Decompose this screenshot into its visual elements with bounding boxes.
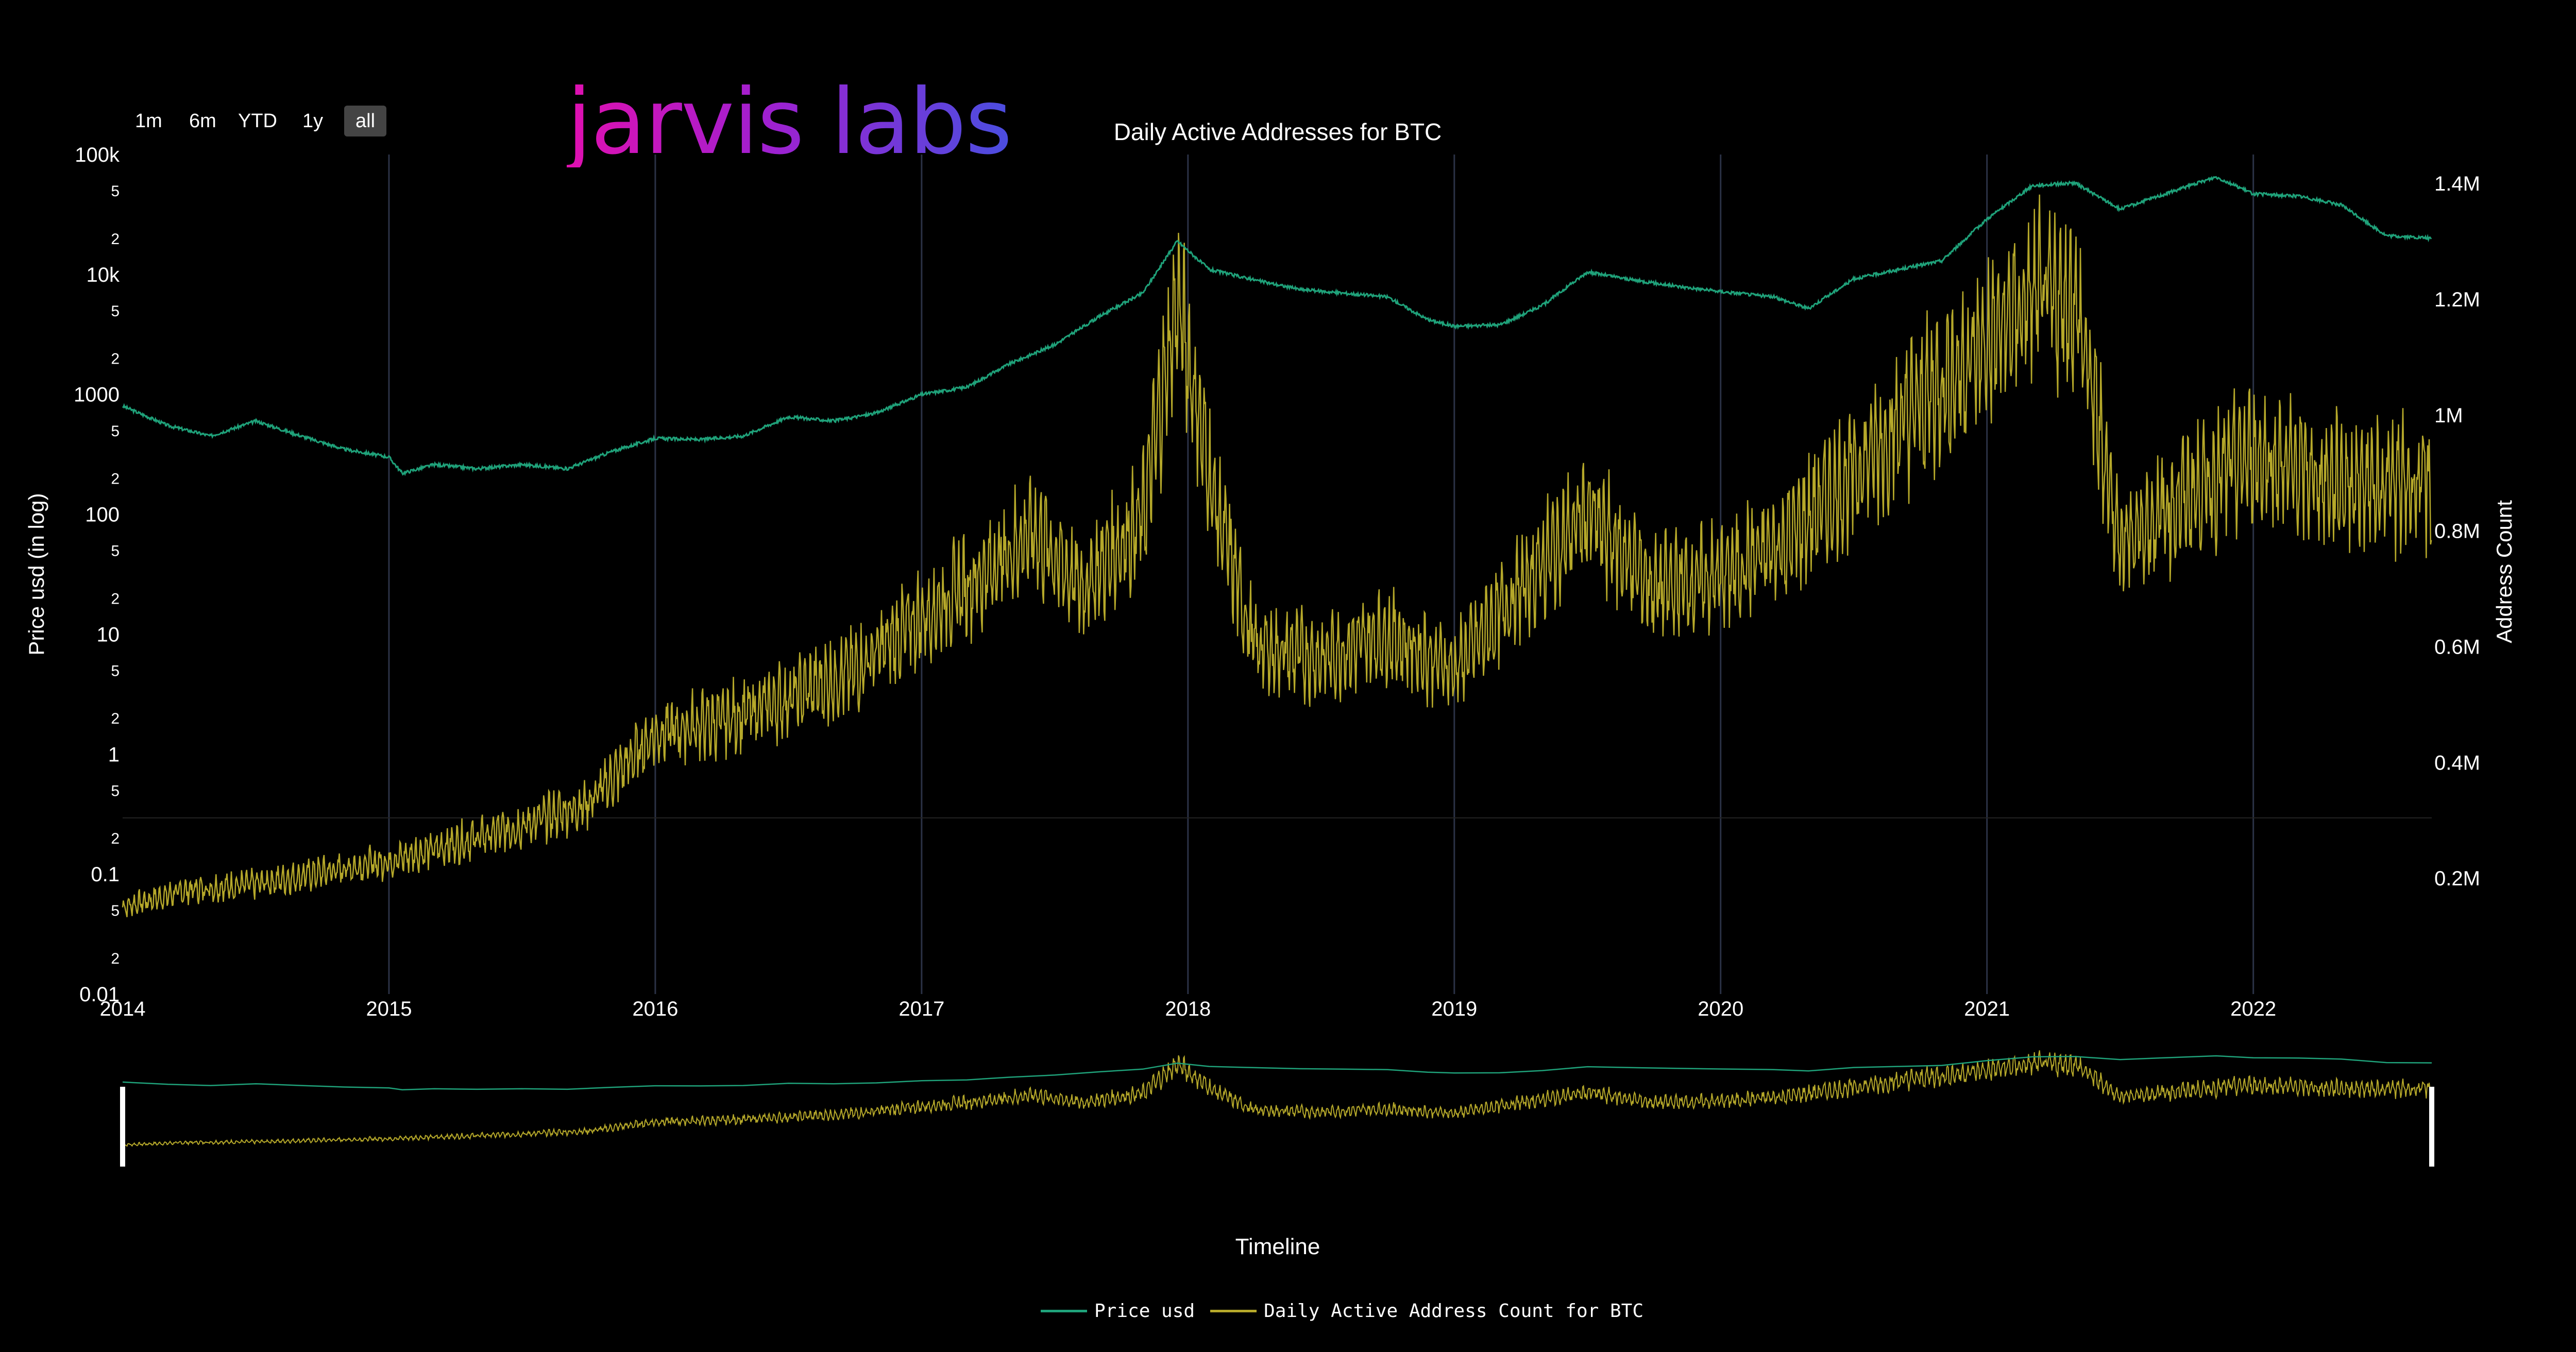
y-left-minor-tick-label: 2 (111, 830, 120, 847)
y-left-minor-tick-label: 5 (111, 782, 120, 799)
range-button-ytd[interactable]: YTD (227, 106, 289, 136)
y-left-minor-tick-label: 5 (111, 543, 120, 560)
series-line-price[interactable] (122, 176, 2432, 476)
y-right-tick-label: 0.2M (2434, 867, 2480, 890)
x-tick-label-2017: 2017 (899, 998, 944, 1020)
x-tick-label-2016: 2016 (632, 998, 678, 1020)
y-axis-left-label: Price usd (in log) (24, 493, 48, 655)
x-axis: 2014 2015 2016 2017 2018 2019 2020 2021 2022 (100, 998, 2277, 1020)
navigator-series-address (122, 1050, 2432, 1147)
range-button-all[interactable]: all (344, 106, 387, 136)
y-left-minor-tick-label: 5 (111, 183, 120, 200)
x-tick-label-2018: 2018 (1165, 998, 1211, 1020)
x-tick-label-2019: 2019 (1431, 998, 1477, 1020)
range-button-1m[interactable]: 1m (124, 106, 174, 136)
range-button-1y[interactable]: 1y (291, 106, 334, 136)
x-tick-label-2015: 2015 (366, 998, 412, 1020)
y-left-minor-tick-label: 2 (111, 351, 120, 368)
y-left-tick-label: 100k (75, 144, 120, 166)
y-left-minor-tick-label: 5 (111, 423, 120, 440)
right-axis: 0.2M 0.4M 0.6M 0.8M 1M 1.2M 1.4M (2434, 173, 2480, 890)
legend-label-address: Daily Active Address Count for BTC (1264, 1300, 1643, 1322)
legend-label-price: Price usd (1094, 1300, 1195, 1322)
range-button-6m[interactable]: 6m (178, 106, 228, 136)
y-left-minor-tick-label: 2 (111, 950, 120, 967)
y-axis-right-label: Address Count (2492, 500, 2516, 643)
legend-item-price[interactable]: Price usd (1041, 1300, 1195, 1322)
x-axis-label: Timeline (1235, 1234, 1320, 1259)
chart-title: Daily Active Addresses for BTC (1114, 118, 1442, 145)
y-left-tick-label: 10 (97, 623, 120, 646)
y-right-tick-label: 1.4M (2434, 173, 2480, 195)
grid-lines (123, 155, 2432, 994)
y-left-minor-tick-label: 2 (111, 470, 120, 487)
x-tick-label-2020: 2020 (1698, 998, 1743, 1020)
y-right-tick-label: 0.8M (2434, 520, 2480, 543)
y-left-tick-label: 100 (85, 504, 120, 526)
y-right-tick-label: 0.6M (2434, 636, 2480, 659)
y-left-minor-tick-label: 5 (111, 663, 120, 680)
y-left-tick-label: 0.1 (91, 863, 120, 886)
y-right-tick-label: 0.4M (2434, 751, 2480, 774)
navigator-handle-left[interactable] (120, 1087, 125, 1167)
y-left-minor-tick-label: 5 (111, 303, 120, 320)
chart-legend: Price usd Daily Active Address Count for… (1041, 1300, 1643, 1322)
y-right-tick-label: 1M (2434, 404, 2463, 427)
x-tick-label-2014: 2014 (100, 998, 146, 1020)
y-left-minor-tick-label: 2 (111, 590, 120, 607)
legend-item-address[interactable]: Daily Active Address Count for BTC (1210, 1300, 1643, 1322)
y-left-minor-tick-label: 2 (111, 710, 120, 727)
range-navigator[interactable] (120, 1050, 2434, 1167)
series-layer (122, 176, 2432, 917)
y-left-minor-tick-label: 5 (111, 902, 120, 919)
y-left-tick-label: 10k (87, 264, 120, 286)
x-tick-label-2021: 2021 (1964, 998, 2010, 1020)
legend-swatch-price (1041, 1310, 1087, 1312)
x-tick-label-2022: 2022 (2230, 998, 2276, 1020)
left-axis: 0.01 2 5 0.1 2 5 1 2 5 10 2 5 100 2 5 1000 2 5 10k 2 5 100k (74, 144, 120, 1006)
y-left-tick-label: 0.01 (79, 983, 120, 1006)
y-right-tick-label: 1.2M (2434, 288, 2480, 311)
jarvis-labs-logo: jarvis labs (567, 70, 1012, 175)
series-line-address-count[interactable] (122, 194, 2432, 917)
navigator-handle-right[interactable] (2429, 1087, 2434, 1167)
y-left-minor-tick-label: 2 (111, 231, 120, 248)
y-left-tick-label: 1 (108, 743, 120, 766)
y-left-tick-label: 1000 (74, 384, 120, 406)
navigator-series-price (122, 1055, 2432, 1091)
legend-swatch-address (1210, 1310, 1257, 1312)
